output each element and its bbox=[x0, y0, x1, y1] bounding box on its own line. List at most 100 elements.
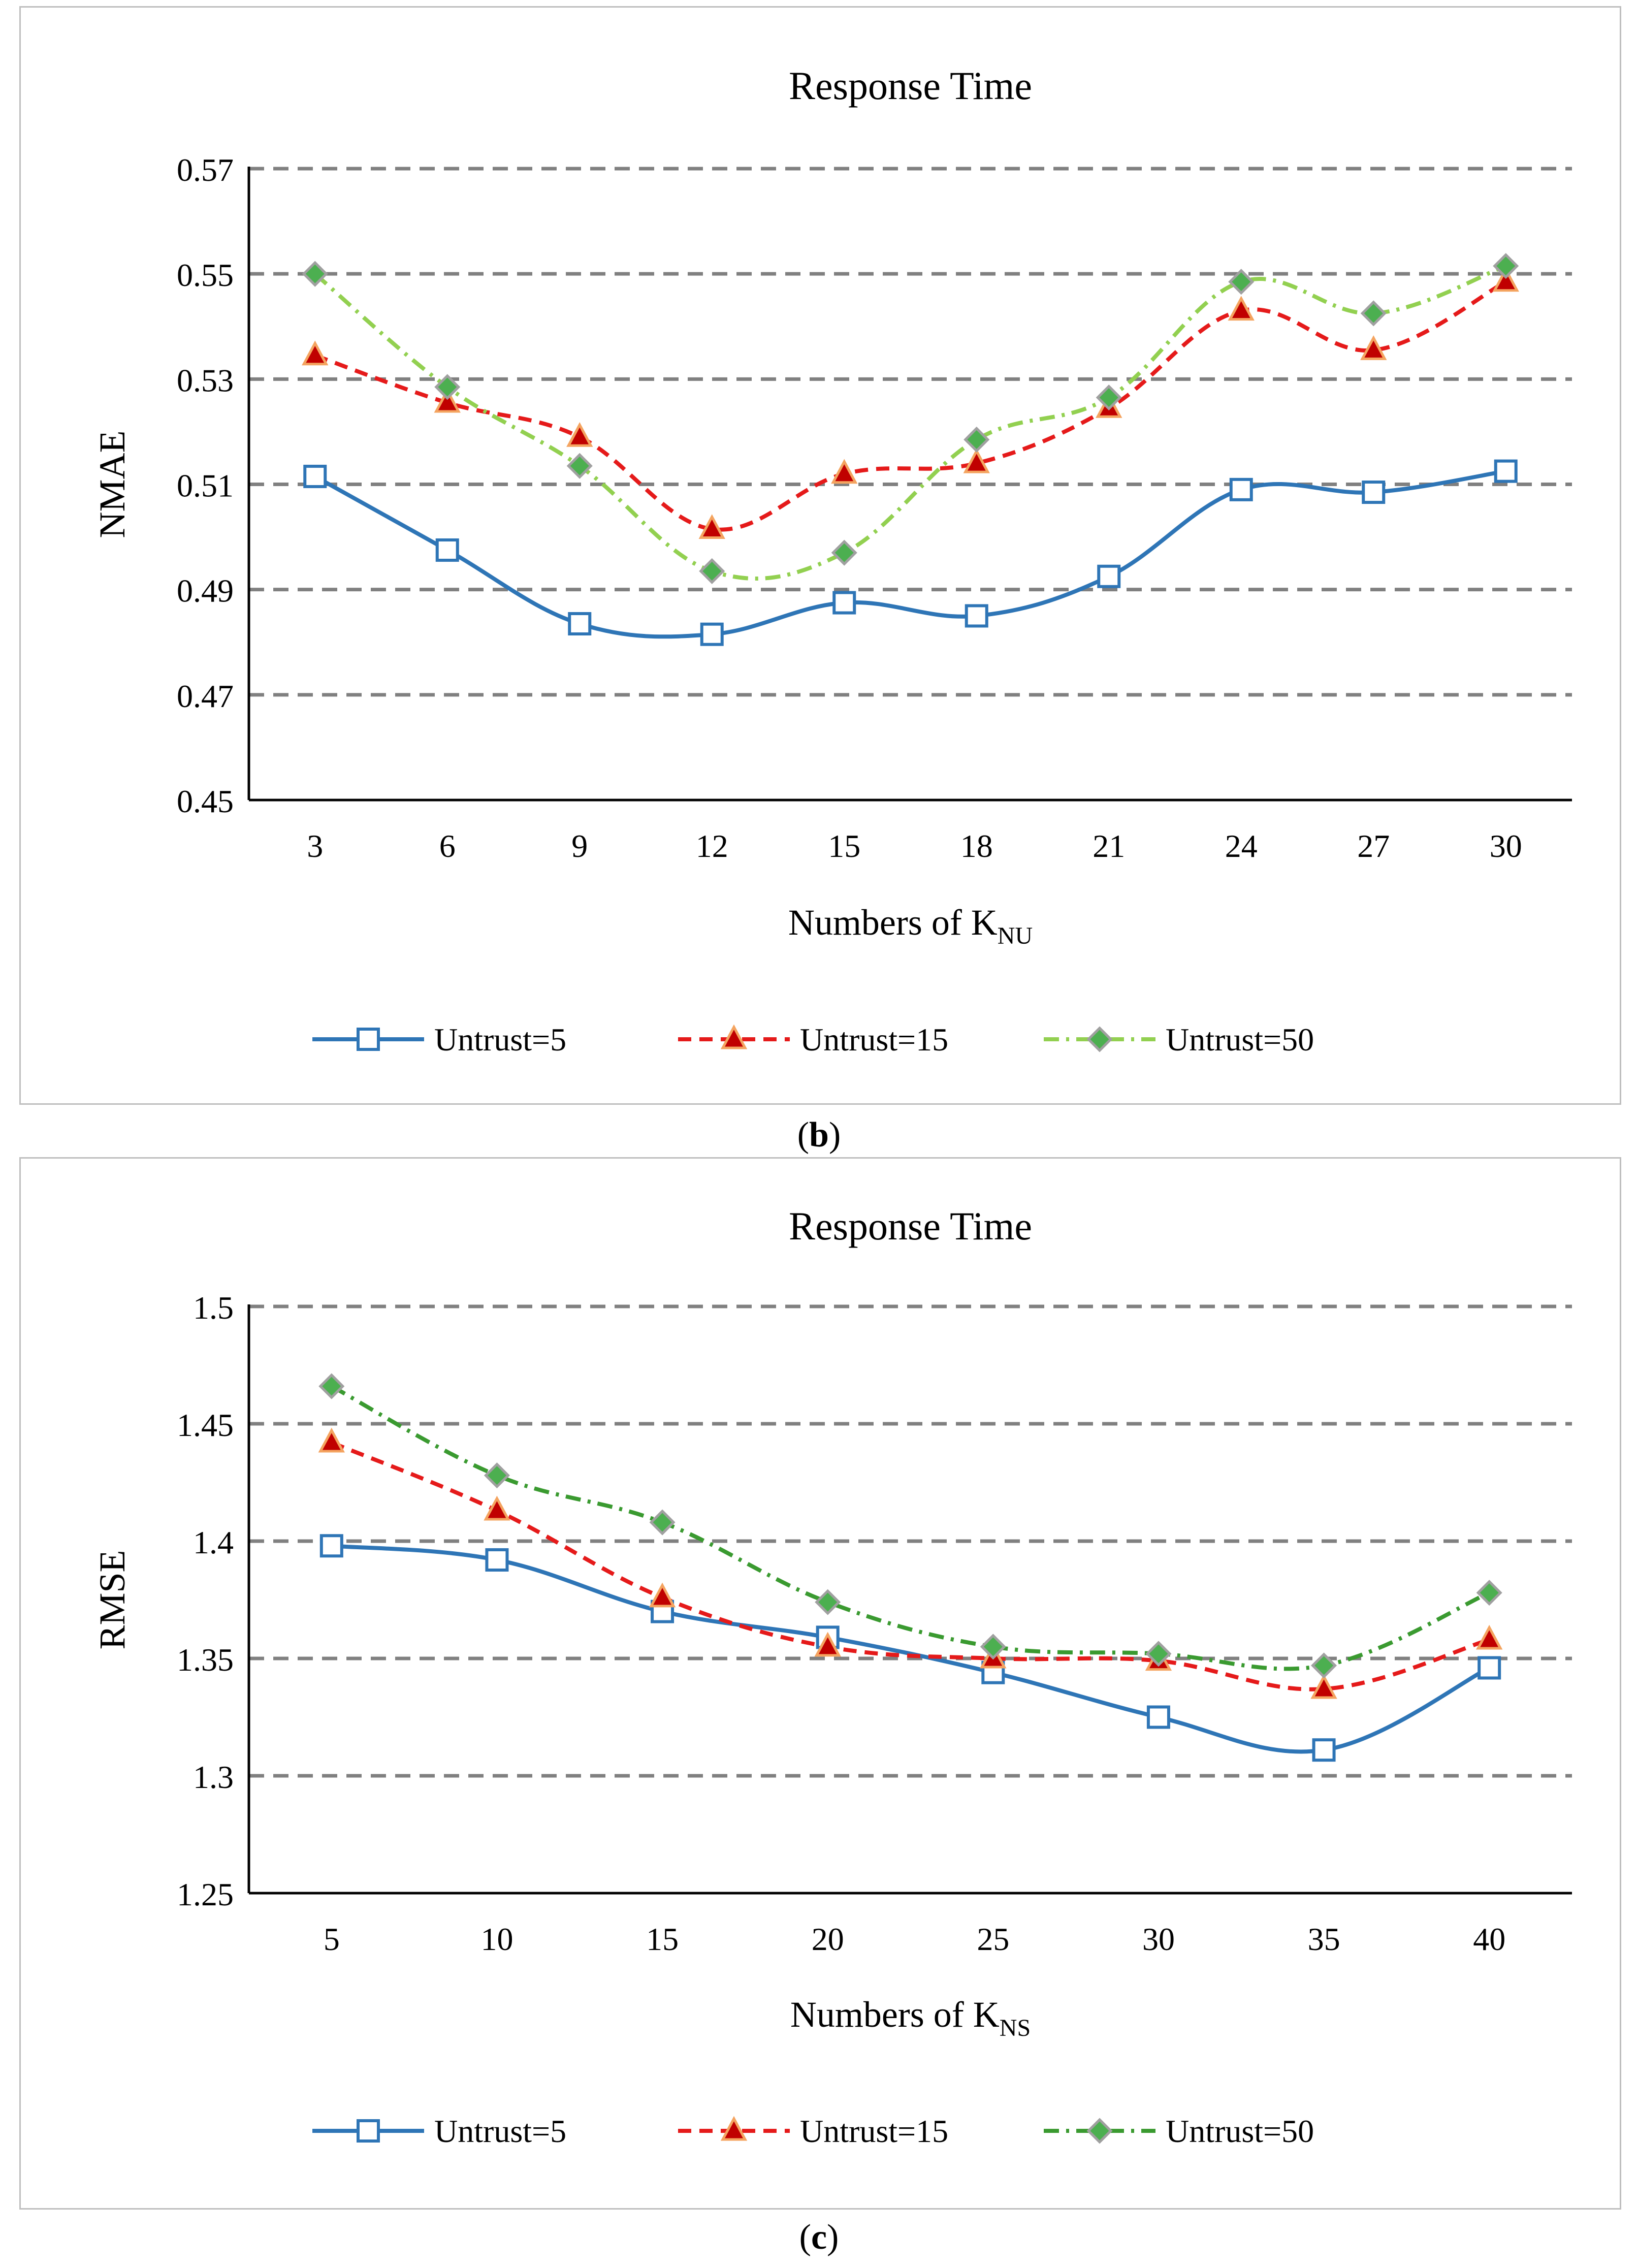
chart-c-series-line-0 bbox=[331, 1544, 1490, 1754]
chart-c-legend-marker-1 bbox=[720, 2116, 748, 2141]
chart-c-point-1-0 bbox=[318, 1427, 345, 1453]
chart-c-series-line-1 bbox=[331, 1441, 1490, 1691]
chart-c-point-1-3 bbox=[814, 1632, 841, 1657]
chart-c-xtick-label-2: 15 bbox=[646, 1921, 679, 1957]
chart-b-point-1-2 bbox=[566, 422, 593, 447]
chart-b-point-2-3 bbox=[699, 558, 725, 584]
chart-b-xtick-label-4: 15 bbox=[828, 828, 860, 864]
chart-b-xtick-label-1: 6 bbox=[439, 828, 456, 864]
chart-b-legend: Untrust=5 Untrust=15 Untrust=50 bbox=[312, 1021, 1314, 1058]
caption-c: (c) bbox=[0, 2217, 1638, 2258]
chart-c-legend-label-2: Untrust=50 bbox=[1166, 2113, 1314, 2149]
chart-c-ytick-label-3: 1.4 bbox=[193, 1524, 234, 1560]
chart-b-title: Response Time bbox=[789, 63, 1032, 108]
chart-b-legend-label-2: Untrust=50 bbox=[1166, 1021, 1314, 1058]
chart-b-xtick-label-3: 12 bbox=[696, 828, 728, 864]
chart-c-xtick-label-1: 10 bbox=[480, 1921, 513, 1957]
caption-c-open: ( bbox=[799, 2218, 811, 2257]
chart-c-point-2-4 bbox=[980, 1634, 1006, 1660]
chart-b-point-1-7 bbox=[1228, 296, 1255, 321]
caption-b: (b) bbox=[0, 1115, 1638, 1156]
chart-c-xlabel-main: Numbers of K bbox=[790, 1994, 1000, 2035]
chart-c-point-2-2 bbox=[649, 1509, 676, 1536]
chart-c-legend-marker-2 bbox=[1086, 2118, 1113, 2144]
chart-c-legend-label-0: Untrust=5 bbox=[434, 2113, 566, 2149]
chart-b-legend-marker-0 bbox=[357, 1028, 380, 1051]
chart-c-ytick-label-1: 1.3 bbox=[193, 1759, 234, 1795]
chart-b-point-0-7 bbox=[1229, 477, 1253, 501]
caption-c-close: ) bbox=[827, 2218, 839, 2257]
chart-b-point-2-5 bbox=[963, 426, 990, 453]
caption-b-open: ( bbox=[797, 1115, 810, 1155]
chart-c-xtick-label-7: 40 bbox=[1473, 1921, 1505, 1957]
chart-b-ytick-label-1: 0.47 bbox=[177, 678, 234, 714]
chart-b-point-1-8 bbox=[1360, 335, 1387, 360]
chart-panel-b-frame bbox=[19, 6, 1621, 1105]
chart-b-xtick-label-9: 30 bbox=[1490, 828, 1522, 864]
chart-b-point-0-8 bbox=[1362, 481, 1386, 504]
chart-b-xtick-label-0: 3 bbox=[307, 828, 323, 864]
chart-b-xlabel: Numbers of KNU bbox=[788, 902, 1033, 949]
chart-b-series-line-2 bbox=[313, 264, 1507, 581]
chart-c-point-0-5 bbox=[1146, 1705, 1170, 1729]
chart-b-point-1-0 bbox=[302, 340, 329, 366]
chart-b-point-0-5 bbox=[965, 604, 988, 628]
chart-b-point-2-0 bbox=[302, 261, 328, 287]
chart-c-point-1-6 bbox=[1310, 1674, 1337, 1699]
chart-c-legend-marker-0 bbox=[357, 2119, 380, 2143]
caption-b-letter: b bbox=[809, 1115, 829, 1155]
chart-c-point-0-7 bbox=[1478, 1656, 1501, 1680]
chart-b-ytick-label-5: 0.55 bbox=[177, 257, 234, 293]
chart-b-point-2-9 bbox=[1493, 253, 1519, 279]
chart-c-point-2-6 bbox=[1311, 1652, 1337, 1679]
chart-b-legend-marker-1 bbox=[720, 1024, 748, 1049]
chart-b-point-0-0 bbox=[303, 464, 327, 488]
chart-c-ytick-label-2: 1.35 bbox=[177, 1642, 234, 1678]
chart-b-ytick-label-4: 0.53 bbox=[177, 362, 234, 398]
chart-c-title: Response Time bbox=[789, 1204, 1032, 1248]
chart-b-legend-marker-2 bbox=[1086, 1026, 1113, 1052]
chart-b-xlabel-sub: NU bbox=[998, 922, 1033, 949]
chart-c-xtick-label-6: 35 bbox=[1308, 1921, 1340, 1957]
chart-c-point-1-2 bbox=[649, 1582, 676, 1608]
chart-b-point-0-2 bbox=[568, 612, 592, 635]
chart-b-point-1-4 bbox=[831, 459, 858, 484]
chart-b-point-0-4 bbox=[832, 591, 856, 615]
chart-b-xlabel-main: Numbers of K bbox=[788, 902, 998, 943]
chart-b-xtick-label-8: 27 bbox=[1357, 828, 1390, 864]
chart-b: Response Time 0.45 0.47 0.49 0.51 0.53 0.55 0.5… bbox=[92, 63, 1572, 1058]
chart-b-ytick-label-3: 0.51 bbox=[177, 468, 234, 504]
chart-c-legend: Untrust=5 Untrust=15 Untrust=50 bbox=[312, 2113, 1314, 2149]
chart-b-point-2-4 bbox=[831, 539, 857, 566]
chart-b-point-0-6 bbox=[1097, 564, 1121, 588]
chart-b-ylabel: NMAE bbox=[92, 431, 133, 538]
chart-c-xtick-label-3: 20 bbox=[812, 1921, 844, 1957]
chart-b-legend-label-0: Untrust=5 bbox=[434, 1021, 566, 1058]
chart-b-series-line-1 bbox=[314, 280, 1507, 532]
caption-c-letter: c bbox=[811, 2218, 827, 2257]
chart-c-point-2-3 bbox=[815, 1589, 841, 1615]
chart-b-ytick-label-0: 0.45 bbox=[177, 783, 234, 819]
chart-b-point-0-3 bbox=[700, 622, 724, 646]
chart-b-point-0-9 bbox=[1494, 459, 1518, 483]
chart-b-ytick-label-6: 0.57 bbox=[177, 152, 234, 188]
chart-b-point-1-9 bbox=[1492, 267, 1519, 292]
chart-c-xlabel-sub: NS bbox=[1000, 2015, 1031, 2041]
chart-b-point-1-1 bbox=[434, 388, 461, 413]
chart-b-point-1-5 bbox=[963, 448, 990, 473]
chart-c-point-2-1 bbox=[484, 1462, 510, 1489]
chart-b-xtick-label-5: 18 bbox=[960, 828, 993, 864]
chart-c-ytick-label-4: 1.45 bbox=[177, 1407, 234, 1443]
chart-c-xtick-label-4: 25 bbox=[977, 1921, 1009, 1957]
chart-c-point-0-6 bbox=[1312, 1738, 1336, 1762]
chart-b-ytick-label-2: 0.49 bbox=[177, 573, 234, 609]
chart-b-point-2-8 bbox=[1360, 300, 1387, 327]
chart-c-point-2-0 bbox=[318, 1373, 345, 1399]
chart-b-point-1-3 bbox=[698, 514, 725, 539]
chart-c-ytick-label-0: 1.25 bbox=[177, 1876, 234, 1912]
chart-c-point-2-5 bbox=[1145, 1641, 1172, 1667]
chart-b-xtick-label-2: 9 bbox=[571, 828, 588, 864]
chart-b-point-2-6 bbox=[1096, 385, 1122, 411]
chart-c-series-2 bbox=[318, 1373, 1502, 1679]
chart-c-ytick-label-5: 1.5 bbox=[193, 1290, 234, 1326]
